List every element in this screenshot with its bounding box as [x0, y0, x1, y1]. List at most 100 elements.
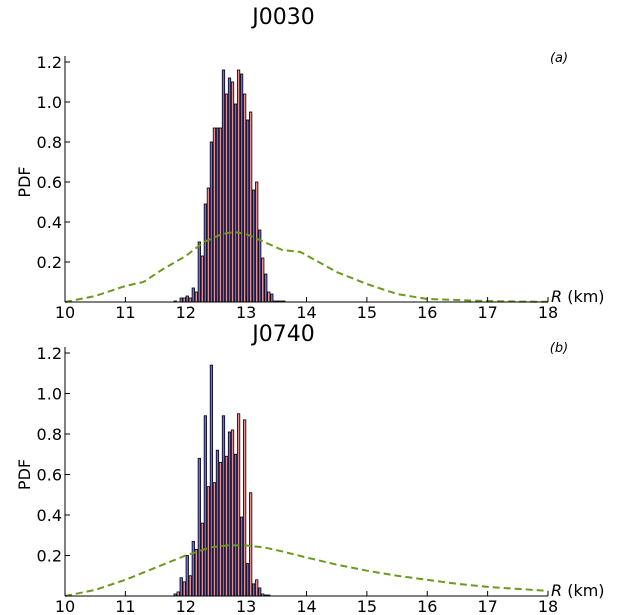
y-tick-label: 0.8 [37, 425, 62, 444]
bar [236, 413, 241, 597]
series-b [182, 69, 283, 303]
prior-curve [64, 544, 549, 597]
y-axis-label: PDF [15, 166, 34, 197]
bar [185, 555, 189, 597]
y-tick-label: 1.0 [37, 385, 62, 404]
series-a [173, 69, 286, 303]
bar [243, 419, 247, 597]
bar [239, 73, 244, 303]
bar [203, 415, 207, 597]
series-b [176, 413, 271, 597]
x-axis-unit: (km) [562, 287, 604, 306]
bar [249, 111, 253, 303]
bar [200, 522, 204, 597]
bar [258, 587, 262, 597]
x-tick-label: 13 [236, 597, 256, 615]
x-tick-label: 17 [477, 597, 497, 615]
bar [252, 583, 256, 597]
bar [215, 127, 220, 303]
bar [224, 455, 229, 597]
bar [209, 141, 214, 303]
bar [212, 127, 217, 303]
bar [215, 449, 220, 597]
x-tick-label: 11 [115, 303, 135, 322]
x-tick-label: 15 [357, 597, 377, 615]
bar [188, 297, 192, 303]
x-tick-label: 10 [55, 303, 75, 322]
bar [221, 415, 226, 597]
bar [267, 291, 271, 303]
bar [246, 563, 250, 597]
y-tick-label: 0.2 [37, 547, 62, 566]
chart-panel-2: J0740 (b) 10 11 12 13 14 15 16 17 18 0.2 0.4 0.6 0.8 1.… [15, 322, 605, 615]
y-tick-label: 1.2 [37, 344, 62, 363]
chart-title: J0030 [250, 5, 314, 30]
x-axis-label: R (km) [551, 581, 605, 600]
bar [218, 461, 223, 597]
y-tick-label: 0.4 [37, 213, 62, 232]
bar [206, 187, 210, 303]
bar [227, 77, 232, 303]
y-tick-label: 1.2 [37, 53, 62, 72]
bar [182, 297, 186, 303]
x-tick-label: 11 [115, 597, 135, 615]
y-tick-label: 0.6 [37, 466, 62, 485]
bar [194, 549, 198, 597]
bar [197, 241, 201, 303]
bar [255, 579, 259, 597]
bar [233, 103, 238, 303]
x-tick-label: 16 [417, 303, 437, 322]
bar [230, 81, 235, 303]
bar [270, 293, 274, 303]
x-tick-label: 13 [236, 303, 256, 322]
bar [209, 364, 214, 597]
x-tick-label: 17 [477, 303, 497, 322]
bar [236, 69, 241, 303]
y-tick-label: 0.6 [37, 173, 62, 192]
y-tick-label: 0.4 [37, 506, 62, 525]
bar [191, 287, 195, 303]
bar [224, 93, 229, 303]
bar [261, 257, 265, 303]
x-tick-label: 18 [538, 303, 558, 322]
x-axis-label: R (km) [551, 287, 605, 306]
panel-label: (b) [550, 341, 568, 356]
bar [218, 127, 223, 303]
bar [182, 581, 186, 597]
y-tick-label: 0.8 [37, 133, 62, 152]
bar [191, 540, 195, 597]
x-tick-label: 15 [357, 303, 377, 322]
bar [197, 457, 201, 597]
bar [230, 429, 235, 597]
x-tick-label: 14 [296, 597, 316, 615]
bar [179, 297, 183, 303]
bar [255, 181, 259, 303]
bar [243, 93, 247, 303]
x-tick-label: 16 [417, 597, 437, 615]
bar [264, 273, 268, 303]
bar [252, 189, 256, 303]
bar [227, 431, 232, 597]
y-tick-label: 1.0 [37, 93, 62, 112]
bar [233, 453, 238, 597]
bar [200, 255, 204, 303]
chart-title: J0740 [250, 322, 314, 347]
bar [221, 69, 226, 303]
x-tick-label: 12 [176, 303, 196, 322]
chart-panel-1: J0030 (a) 10 11 12 13 14 15 16 17 18 0.2 0.4 0.6 0.8 1.… [15, 5, 605, 322]
x-tick-label: 12 [176, 597, 196, 615]
x-tick-label: 14 [296, 303, 316, 322]
panel-label: (a) [550, 51, 568, 66]
y-tick-label: 0.2 [37, 253, 62, 272]
x-tick-label: 10 [55, 597, 75, 615]
bar [203, 203, 207, 303]
bar [249, 492, 253, 597]
bar [185, 295, 189, 303]
bar [176, 591, 180, 597]
bar [179, 577, 183, 597]
bar [212, 482, 217, 597]
x-tick-label: 18 [538, 597, 558, 615]
bar [206, 486, 210, 597]
x-axis-unit: (km) [562, 581, 604, 600]
